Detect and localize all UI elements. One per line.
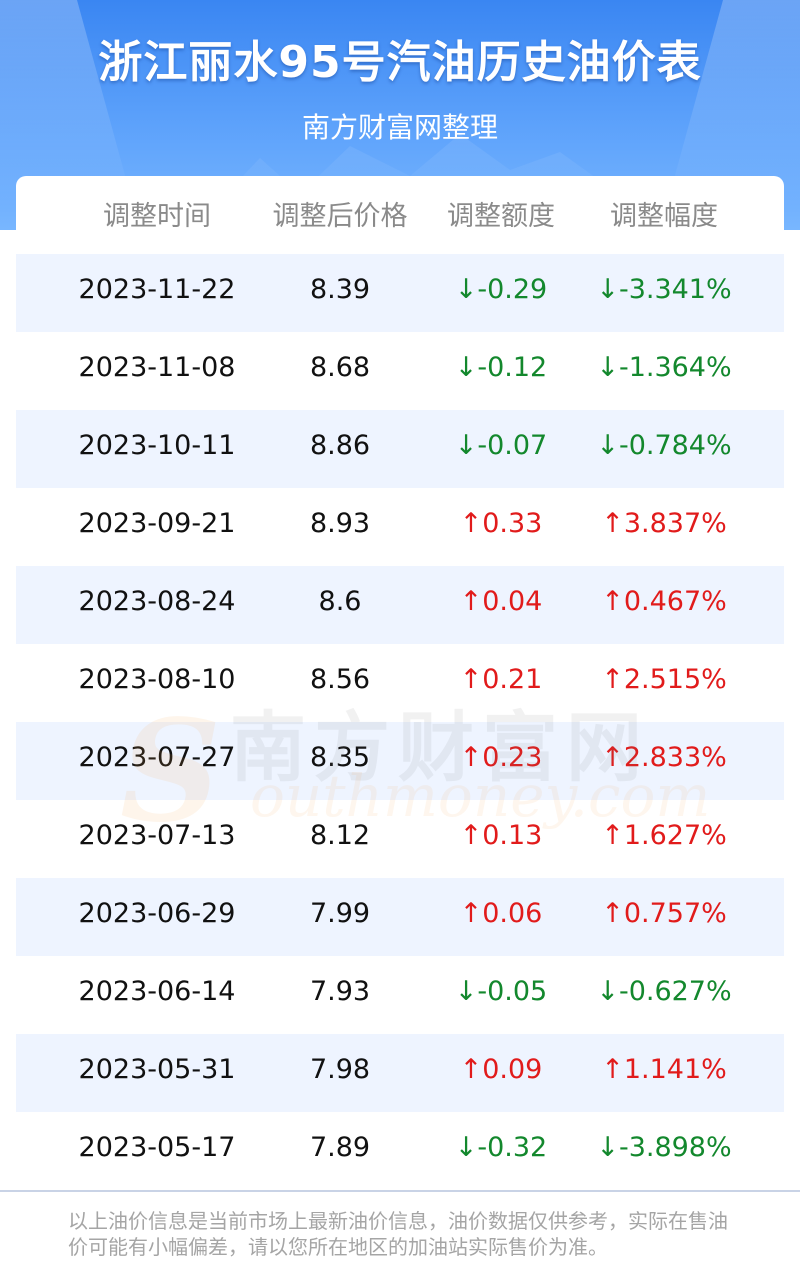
table-row: 2023-10-11 8.86 ↓-0.07 ↓-0.784% bbox=[16, 410, 784, 488]
cell-change: ↓-0.29 bbox=[454, 274, 548, 305]
cell-price: 8.12 bbox=[309, 820, 371, 851]
cell-change: ↑0.13 bbox=[459, 820, 543, 851]
cell-price: 8.39 bbox=[309, 274, 371, 305]
table-row: 2023-11-22 8.39 ↓-0.29 ↓-3.341% bbox=[16, 254, 784, 332]
page-subtitle: 南方财富网整理 bbox=[301, 111, 498, 144]
column-header-date: 调整时间 bbox=[103, 201, 211, 232]
table-row: 2023-09-21 8.93 ↑0.33 ↑3.837% bbox=[16, 488, 784, 566]
table-row: 2023-08-10 8.56 ↑0.21 ↑2.515% bbox=[16, 644, 784, 722]
cell-change: ↑0.09 bbox=[459, 1054, 543, 1085]
cell-percent: ↑2.515% bbox=[601, 664, 727, 695]
cell-date: 2023-05-31 bbox=[78, 1054, 236, 1085]
cell-percent: ↓-3.341% bbox=[596, 274, 732, 305]
cell-change: ↓-0.05 bbox=[454, 976, 548, 1007]
column-header-price: 调整后价格 bbox=[272, 201, 408, 232]
cell-change: ↑0.06 bbox=[459, 898, 543, 929]
cell-change: ↑0.21 bbox=[459, 664, 543, 695]
cell-date: 2023-06-29 bbox=[78, 898, 236, 929]
column-header-change: 调整额度 bbox=[447, 201, 555, 232]
cell-percent: ↑1.627% bbox=[601, 820, 727, 851]
cell-percent: ↓-0.627% bbox=[596, 976, 732, 1007]
cell-price: 8.35 bbox=[309, 742, 371, 773]
cell-change: ↓-0.07 bbox=[454, 430, 548, 461]
table-header: 调整时间 调整后价格 调整额度 调整幅度 bbox=[16, 176, 784, 254]
table-row: 2023-05-17 7.89 ↓-0.32 ↓-3.898% bbox=[16, 1112, 784, 1190]
cell-date: 2023-11-22 bbox=[78, 274, 236, 305]
table-row: 2023-06-29 7.99 ↑0.06 ↑0.757% bbox=[16, 878, 784, 956]
cell-price: 7.89 bbox=[309, 1132, 371, 1163]
cell-price: 8.6 bbox=[318, 586, 362, 617]
cell-price: 7.93 bbox=[309, 976, 371, 1007]
cell-price: 8.93 bbox=[309, 508, 371, 539]
table-body: 2023-11-22 8.39 ↓-0.29 ↓-3.341% 2023-11-08 8.… bbox=[16, 254, 784, 1190]
table-row: 2023-07-27 8.35 ↑0.23 ↑2.833% bbox=[16, 722, 784, 800]
cell-percent: ↑1.141% bbox=[601, 1054, 727, 1085]
cell-date: 2023-06-14 bbox=[78, 976, 236, 1007]
table-row: 2023-08-24 8.6 ↑0.04 ↑0.467% bbox=[16, 566, 784, 644]
cell-date: 2023-09-21 bbox=[78, 508, 236, 539]
cell-date: 2023-08-24 bbox=[78, 586, 236, 617]
cell-percent: ↓-1.364% bbox=[596, 352, 732, 383]
cell-percent: ↑2.833% bbox=[601, 742, 727, 773]
cell-price: 7.99 bbox=[309, 898, 371, 929]
cell-percent: ↑0.757% bbox=[601, 898, 727, 929]
table-row: 2023-11-08 8.68 ↓-0.12 ↓-1.364% bbox=[16, 332, 784, 410]
footer-disclaimer: 以上油价信息是当前市场上最新油价信息，油价数据仅供参考，实际在售油价可能有小幅偏… bbox=[68, 1209, 728, 1259]
table-row: 2023-05-31 7.98 ↑0.09 ↑1.141% bbox=[16, 1034, 784, 1112]
cell-date: 2023-08-10 bbox=[78, 664, 236, 695]
cell-change: ↑0.33 bbox=[459, 508, 543, 539]
cell-percent: ↑3.837% bbox=[601, 508, 727, 539]
cell-date: 2023-07-27 bbox=[78, 742, 236, 773]
cell-date: 2023-05-17 bbox=[78, 1132, 236, 1163]
cell-percent: ↓-3.898% bbox=[596, 1132, 732, 1163]
column-header-percent: 调整幅度 bbox=[610, 201, 718, 232]
cell-date: 2023-07-13 bbox=[78, 820, 236, 851]
page-title: 浙江丽水95号汽油历史油价表 bbox=[98, 37, 702, 88]
cell-date: 2023-10-11 bbox=[78, 430, 236, 461]
table-row: 2023-07-13 8.12 ↑0.13 ↑1.627% bbox=[16, 800, 784, 878]
cell-percent: ↓-0.784% bbox=[596, 430, 732, 461]
cell-change: ↓-0.12 bbox=[454, 352, 548, 383]
cell-price: 8.86 bbox=[309, 430, 371, 461]
cell-percent: ↑0.467% bbox=[601, 586, 727, 617]
cell-price: 8.56 bbox=[309, 664, 371, 695]
cell-price: 7.98 bbox=[309, 1054, 371, 1085]
cell-change: ↑0.23 bbox=[459, 742, 543, 773]
table-row: 2023-06-14 7.93 ↓-0.05 ↓-0.627% bbox=[16, 956, 784, 1034]
cell-change: ↓-0.32 bbox=[454, 1132, 548, 1163]
cell-change: ↑0.04 bbox=[459, 586, 543, 617]
cell-price: 8.68 bbox=[309, 352, 371, 383]
header-banner: 浙江丽水95号汽油历史油价表 南方财富网整理 bbox=[0, 0, 800, 230]
price-table-card: 调整时间 调整后价格 调整额度 调整幅度 2023-11-22 8.39 ↓-0.2… bbox=[16, 176, 784, 1190]
footer-divider bbox=[0, 1190, 800, 1192]
cell-date: 2023-11-08 bbox=[78, 352, 236, 383]
